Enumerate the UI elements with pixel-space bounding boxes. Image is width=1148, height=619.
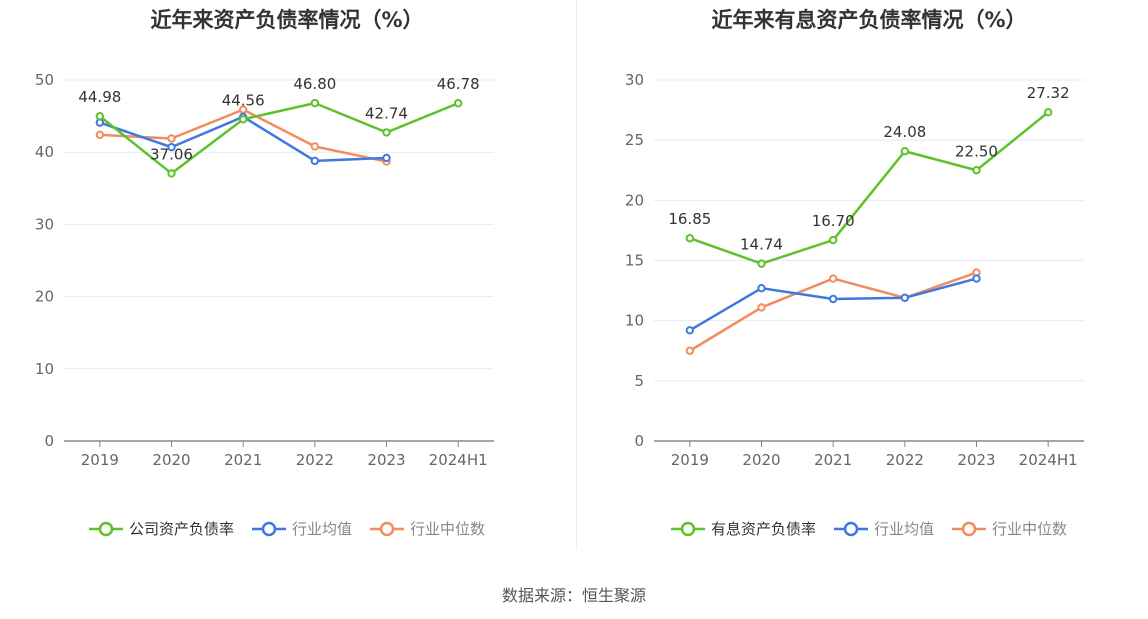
industry-median-series: [685, 268, 981, 355]
data-point[interactable]: [310, 156, 320, 166]
data-point[interactable]: [757, 283, 766, 293]
y-tick-label: 50: [35, 71, 54, 89]
x-tick-label: 2021: [224, 451, 262, 469]
data-point[interactable]: [238, 115, 248, 124]
y-tick-label: 10: [35, 360, 54, 378]
legend-line-marker-icon: [670, 521, 705, 536]
data-point[interactable]: [310, 98, 320, 108]
y-tick-label: 0: [634, 432, 644, 450]
data-point[interactable]: [757, 259, 766, 268]
data-point[interactable]: [685, 326, 695, 335]
debt-ratio-plot: 0 10 20 30 40 50 2019 2020 2021 2022 2023 2024H1 44.…: [35, 71, 494, 469]
legend-line-marker-icon: [251, 521, 286, 536]
series-line: [689, 271, 977, 352]
legend-label: 行业均值: [873, 520, 934, 538]
data-point[interactable]: [972, 166, 981, 175]
x-tick-label: 2020: [742, 451, 780, 469]
data-label: 44.56: [222, 91, 265, 109]
legend-line-marker-icon: [370, 521, 404, 536]
y-tick-label: 30: [35, 215, 54, 233]
legend-item-industry-average[interactable]: 行业均值: [251, 518, 352, 539]
y-tick-label: 30: [625, 71, 644, 89]
data-point[interactable]: [685, 234, 695, 243]
data-label: 42.74: [365, 104, 408, 122]
y-tick-label: 5: [634, 372, 644, 390]
data-point[interactable]: [900, 147, 910, 156]
legend-item-industry-average[interactable]: 行业均值: [833, 518, 934, 539]
data-point[interactable]: [167, 142, 176, 152]
data-label: 14.74: [740, 236, 783, 254]
legend-line-marker-icon: [952, 521, 986, 536]
data-label: 44.98: [78, 88, 121, 106]
legend: 公司资产负债率 行业均值 行业中位数: [0, 518, 574, 539]
chart-title: 近年来有息资产负债率情况（%）: [711, 8, 1027, 32]
legend-item-interest-debt-ratio[interactable]: 有息资产负债率: [670, 518, 816, 539]
legend-label: 有息资产负债率: [710, 520, 816, 538]
x-tick-label: 2019: [81, 451, 119, 469]
series-line: [689, 111, 1049, 265]
x-tick-label: 2021: [814, 451, 852, 469]
x-tick-label: 2024H1: [429, 451, 488, 469]
data-point[interactable]: [382, 128, 391, 137]
interest-debt-ratio-plot: 0 5 10 15 20 25 30 2019 2020 2021 2022 2023 2024H1 16…: [625, 71, 1084, 469]
data-label: 46.80: [293, 75, 336, 93]
data-point[interactable]: [972, 274, 981, 283]
data-point[interactable]: [828, 274, 838, 283]
x-tick-label: 2023: [957, 451, 995, 469]
legend-line-marker-icon: [88, 521, 123, 536]
data-point[interactable]: [310, 142, 320, 151]
data-point[interactable]: [828, 235, 838, 245]
y-tick-label: 10: [625, 312, 644, 330]
legend-label: 行业均值: [291, 520, 352, 538]
legend-item-industry-median[interactable]: 行业中位数: [370, 518, 485, 539]
data-label: 37.06: [150, 145, 193, 163]
legend-label: 行业中位数: [410, 520, 486, 538]
y-tick-label: 40: [35, 143, 54, 161]
x-tick-label: 2022: [886, 451, 924, 469]
data-label: 46.78: [437, 75, 480, 93]
legend-item-company-debt-ratio[interactable]: 公司资产负债率: [88, 518, 234, 539]
x-tick-label: 2023: [367, 451, 405, 469]
data-point[interactable]: [382, 153, 391, 163]
company-series: [95, 98, 463, 178]
x-tick-label: 2019: [671, 451, 709, 469]
y-tick-label: 20: [625, 191, 644, 209]
y-tick-label: 20: [35, 288, 54, 306]
legend-label: 公司资产负债率: [128, 520, 234, 538]
data-point[interactable]: [167, 134, 176, 143]
x-tick-label: 2024H1: [1019, 451, 1078, 469]
x-tick-label: 2020: [152, 451, 190, 469]
data-label: 16.85: [668, 210, 711, 228]
data-label: 24.08: [883, 123, 926, 141]
y-tick-label: 0: [44, 432, 54, 450]
legend-item-industry-median[interactable]: 行业中位数: [952, 518, 1067, 539]
y-tick-label: 25: [625, 131, 644, 149]
company-series: [685, 108, 1053, 268]
industry-average-series: [685, 274, 981, 335]
data-point[interactable]: [828, 294, 838, 304]
data-point[interactable]: [167, 169, 176, 178]
series-line: [99, 101, 459, 175]
data-source-note: 数据来源：恒生聚源: [501, 586, 646, 605]
data-label: 27.32: [1027, 84, 1070, 102]
data-point[interactable]: [453, 99, 463, 108]
data-label: 16.70: [812, 212, 855, 230]
data-label: 22.50: [955, 142, 998, 160]
legend: 有息资产负债率 行业均值 行业中位数: [590, 518, 1148, 539]
x-tick-label: 2022: [296, 451, 334, 469]
legend-label: 行业中位数: [992, 520, 1068, 538]
data-point[interactable]: [95, 130, 105, 140]
data-point[interactable]: [900, 293, 910, 303]
data-point[interactable]: [757, 303, 766, 312]
data-point[interactable]: [1043, 108, 1053, 117]
y-tick-label: 15: [625, 252, 644, 270]
series-line: [689, 277, 977, 332]
debt-ratio-chart-panel: 近年来资产负债率情况（%） 0 10 20 30 40 50 2019 2020 2021 202…: [0, 0, 574, 560]
interest-debt-ratio-chart-panel: 近年来有息资产负债率情况（%） 0 5 10 15 20 25 30 2019 2020 2021…: [590, 0, 1148, 560]
panel-divider: [576, 0, 577, 550]
data-point[interactable]: [95, 112, 105, 121]
data-point[interactable]: [685, 346, 695, 355]
chart-title: 近年来资产负债率情况（%）: [150, 8, 424, 32]
legend-line-marker-icon: [833, 521, 868, 536]
